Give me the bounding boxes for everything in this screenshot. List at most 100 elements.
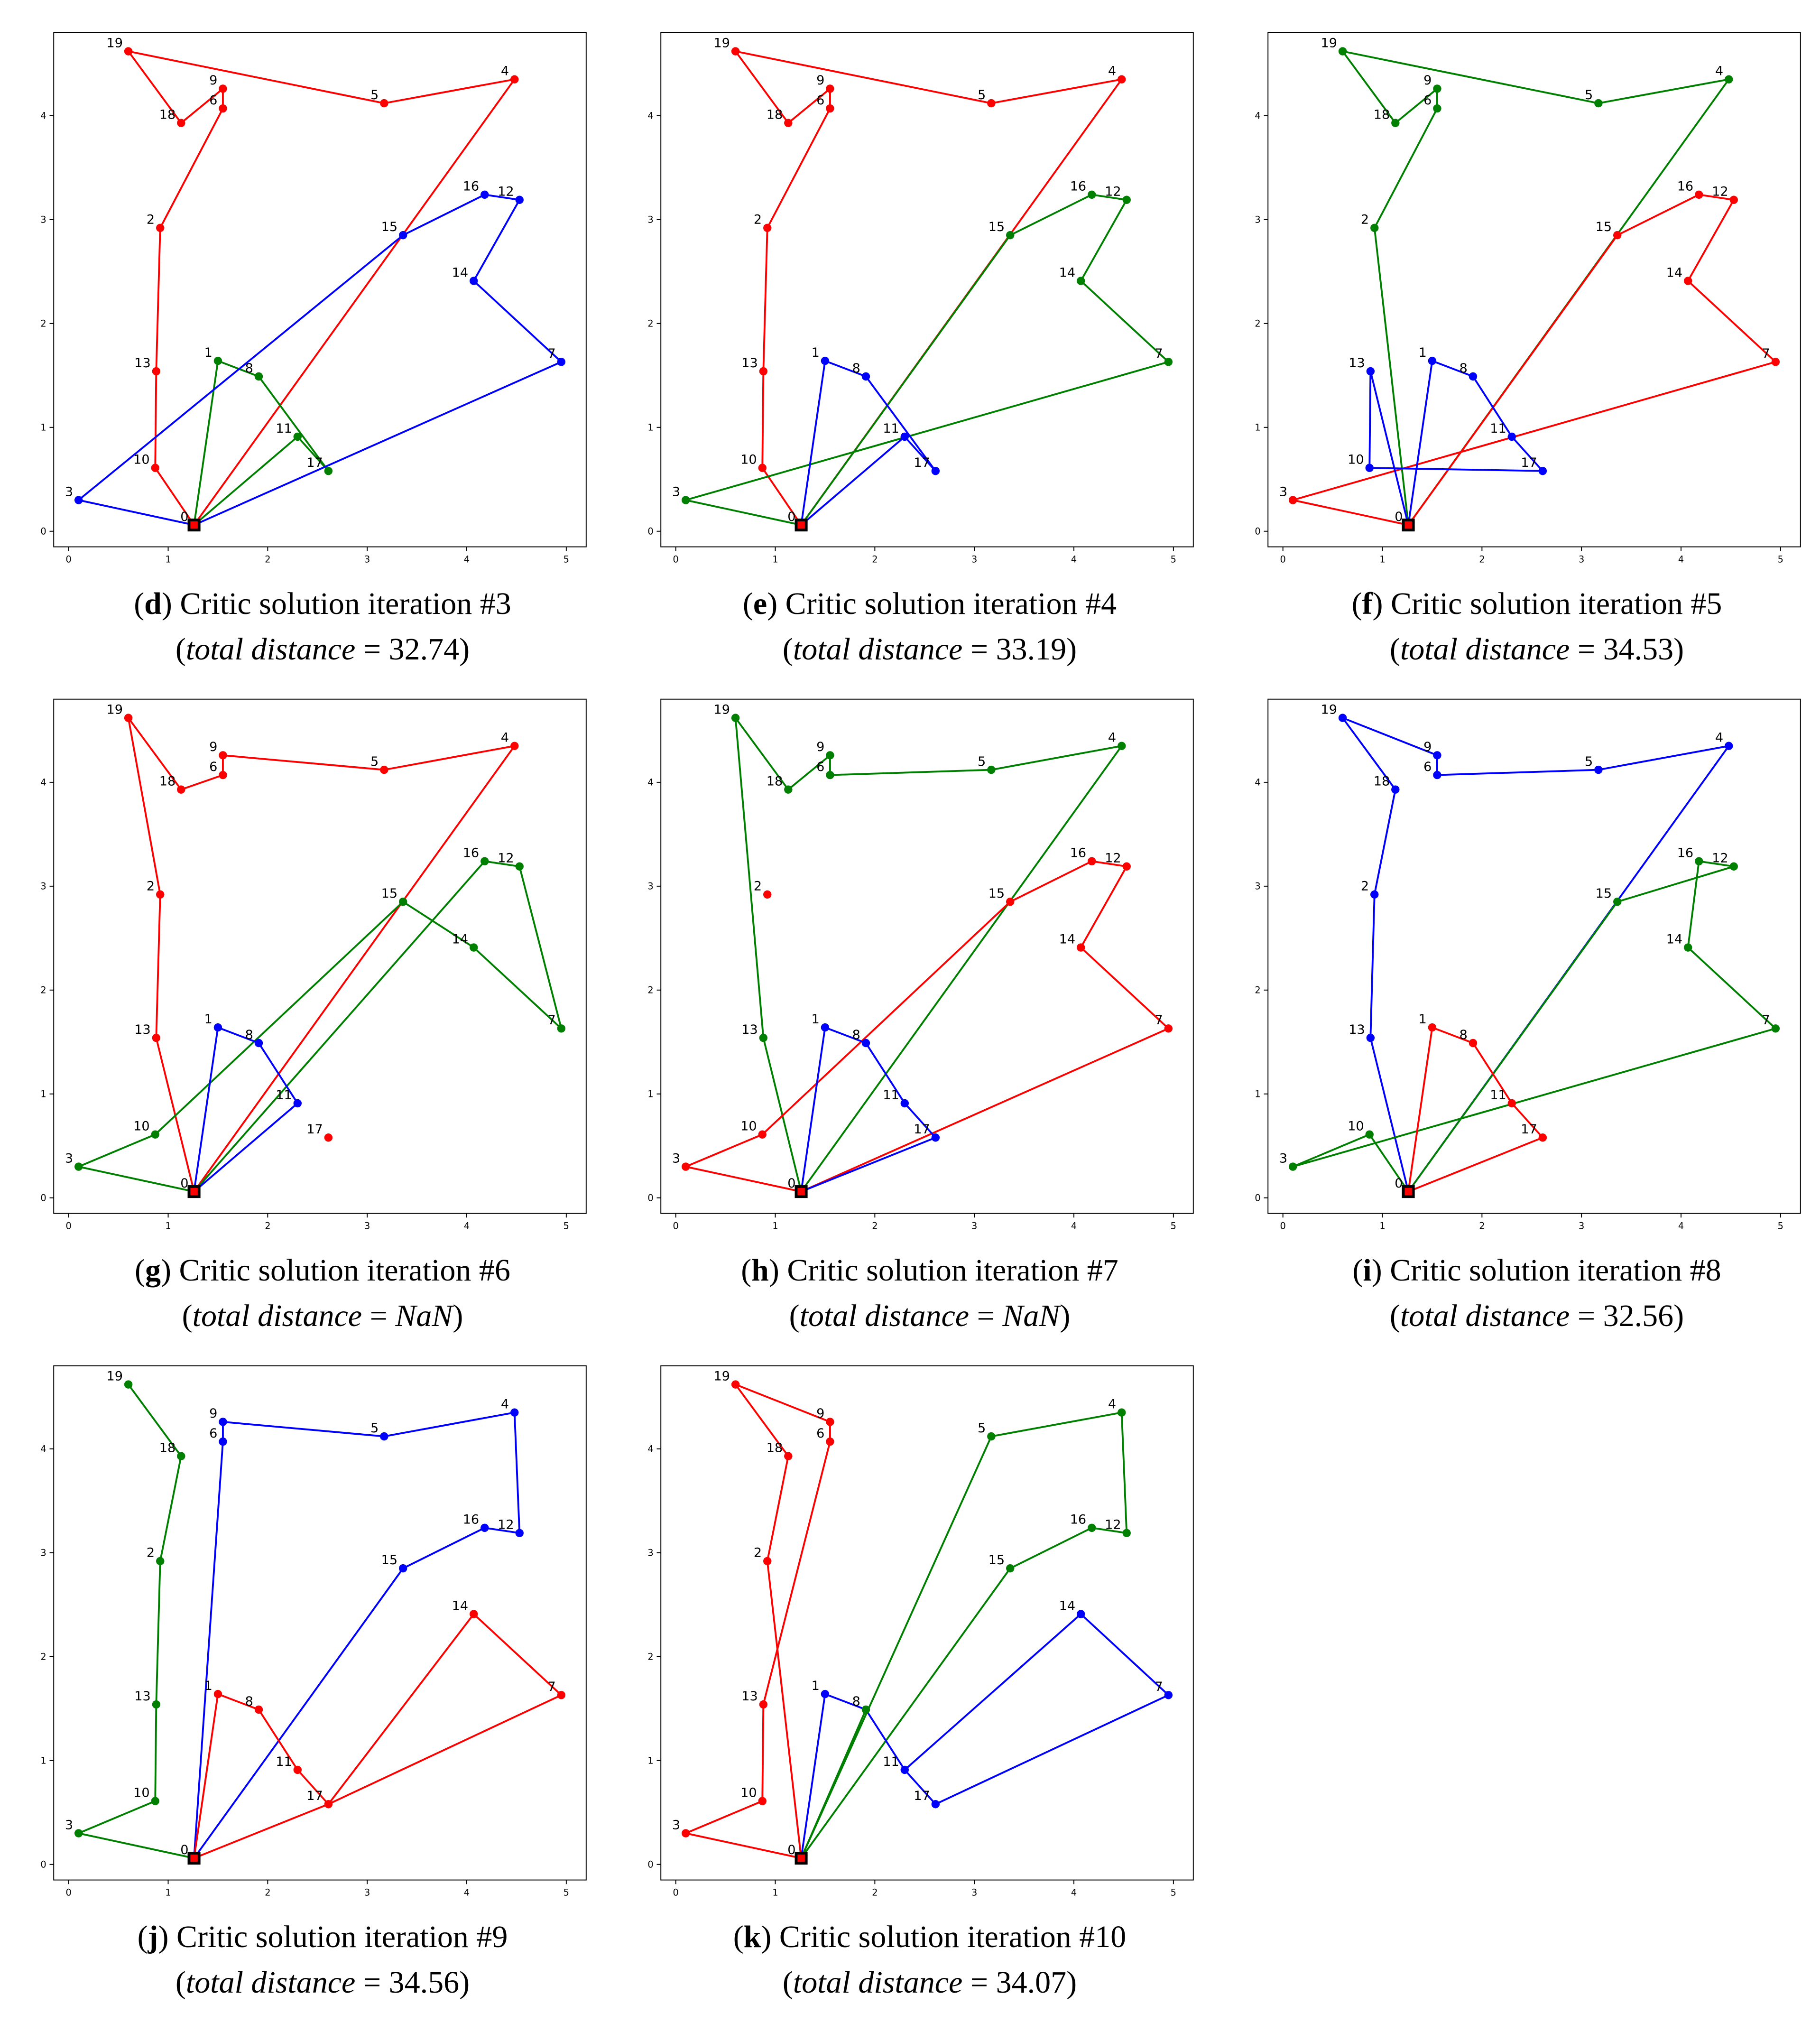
node-point — [1594, 99, 1603, 108]
x-tick-label: 2 — [872, 554, 878, 565]
node-point — [900, 1099, 909, 1108]
node-label: 3 — [672, 1818, 680, 1832]
node-point — [1771, 358, 1780, 366]
depot-marker — [187, 1852, 201, 1865]
caption-title-text: Critic solution iteration #3 — [180, 586, 511, 621]
node-point — [151, 1797, 159, 1805]
node-point — [987, 99, 996, 108]
node-label: 4 — [501, 1397, 509, 1412]
node-label: 4 — [1108, 731, 1116, 745]
y-tick-label: 1 — [1255, 1089, 1260, 1100]
node-label: 14 — [452, 932, 468, 947]
node-point — [156, 1557, 165, 1566]
node-point — [931, 1800, 940, 1809]
node-point — [1729, 862, 1738, 871]
node-point — [1288, 1162, 1297, 1171]
node-point — [1469, 372, 1478, 381]
caption-distance: (total distance = 32.74) — [175, 632, 470, 667]
node-point — [1725, 742, 1733, 750]
node-label: 3 — [65, 484, 73, 499]
node-label: 9 — [209, 1406, 217, 1421]
distance-value: 34.56 — [388, 1965, 460, 2000]
x-tick-label: 3 — [971, 554, 977, 565]
node-point — [1076, 943, 1085, 952]
node-point — [1725, 75, 1733, 84]
node-label: 1 — [204, 1679, 212, 1693]
node-label: 14 — [452, 1598, 468, 1613]
node-point — [515, 1529, 524, 1537]
node-label: 5 — [978, 1421, 986, 1436]
node-point — [254, 1705, 263, 1714]
node-point — [293, 1099, 302, 1108]
node-label: 0 — [787, 1843, 795, 1857]
route-green — [684, 194, 1170, 526]
node-label: 14 — [1059, 265, 1075, 280]
route-red — [127, 717, 516, 1192]
node-label: 18 — [159, 107, 176, 122]
y-tick-label: 4 — [647, 1444, 653, 1455]
node-label: 18 — [767, 774, 783, 789]
node-point — [759, 367, 768, 376]
node-point — [1771, 1024, 1780, 1033]
panel-d: 0 1 2 3 4 5 0 1 2 3 4 0 1 2 3 4 5 6 7 8 9 10 11 12 13 14 15 16 17 18 1… — [28, 19, 598, 683]
node-point — [759, 1033, 768, 1042]
y-tick-label: 2 — [647, 318, 653, 329]
depot-marker — [795, 1185, 808, 1198]
route-blue — [1341, 717, 1730, 1192]
node-label: 1 — [1419, 345, 1427, 360]
y-tick-label: 0 — [40, 526, 46, 537]
node-point — [731, 47, 740, 56]
node-label: 6 — [816, 93, 824, 108]
node-label: 19 — [107, 36, 123, 50]
node-point — [480, 190, 489, 199]
x-tick-label: 2 — [265, 1887, 270, 1898]
x-tick-label: 2 — [1479, 554, 1485, 565]
node-point — [213, 356, 222, 365]
plot-j: 0 1 2 3 4 50123401234567891011121314151617181… — [40, 1365, 587, 1898]
panel-h: 0 1 2 3 4 5 0 1 2 3 4 0 1 2 3 4 5 6 7 8 9 10 11 12 13 14 15 16 17 18 1… — [636, 686, 1205, 1350]
node-point — [1433, 84, 1441, 93]
route-green — [1341, 50, 1730, 526]
node-point — [219, 1437, 227, 1446]
node-label: 12 — [1712, 851, 1728, 866]
node-point — [1076, 1610, 1085, 1618]
node-point — [1370, 223, 1379, 232]
node-label: 2 — [754, 1546, 762, 1560]
x-tick-label: 0 — [1280, 1220, 1286, 1231]
node-label: 18 — [767, 107, 783, 122]
node-label: 7 — [1155, 346, 1163, 361]
node-point — [763, 890, 772, 899]
node-label: 10 — [1348, 1119, 1364, 1133]
node-label: 7 — [548, 1013, 556, 1028]
node-point — [1164, 1024, 1173, 1033]
node-label: 10 — [133, 1119, 149, 1133]
node-label: 15 — [1596, 886, 1612, 901]
distance-value: 32.56 — [1603, 1299, 1674, 1333]
node-label: 17 — [914, 1122, 930, 1137]
node-point — [219, 1418, 227, 1426]
route-red — [734, 50, 1123, 526]
node-label: 4 — [1108, 64, 1116, 79]
node-label: 4 — [1715, 64, 1723, 79]
node-label: 16 — [463, 179, 479, 194]
caption-title: (g) Critic solution iteration #6 — [135, 1253, 510, 1288]
node-label: 16 — [463, 846, 479, 861]
y-tick-label: 2 — [40, 318, 46, 329]
node-point — [784, 1452, 793, 1460]
node-label: 10 — [740, 1119, 757, 1133]
route-blue — [77, 194, 563, 526]
node-point — [1613, 897, 1622, 906]
x-tick-label: 5 — [564, 1887, 569, 1898]
panel-j: 0 1 2 3 4 5 0 1 2 3 4 0 1 2 3 4 5 6 7 8 9 10 11 12 13 14 15 16 17 18 1… — [28, 1352, 598, 2016]
node-point — [1613, 231, 1622, 240]
node-label: 6 — [209, 760, 217, 774]
node-label: 0 — [787, 510, 795, 524]
node-label: 7 — [1155, 1680, 1163, 1694]
node-label: 15 — [989, 220, 1005, 234]
node-label: 0 — [1395, 1176, 1403, 1191]
panel-e: 0 1 2 3 4 5 0 1 2 3 4 0 1 2 3 4 5 6 7 8 9 10 11 12 13 14 15 16 17 18 1… — [636, 19, 1205, 683]
distance-value: NaN — [395, 1299, 453, 1333]
node-label: 9 — [209, 73, 217, 88]
node-label: 2 — [147, 213, 155, 227]
plot-frame — [1267, 32, 1801, 548]
